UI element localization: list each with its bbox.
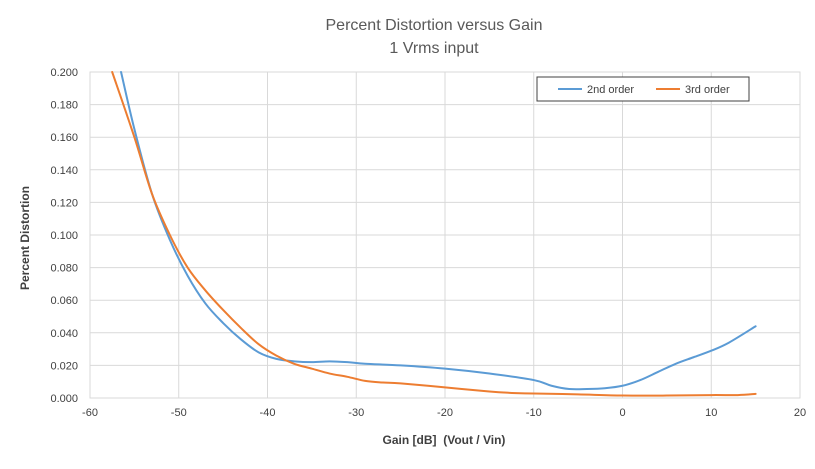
x-axis-title: Gain [dB] (Vout / Vin): [383, 433, 506, 447]
legend-label-2nd-order: 2nd order: [587, 84, 634, 96]
y-tick-label: 0.180: [50, 100, 78, 112]
x-tick-label: 0: [619, 407, 625, 419]
y-tick-label: 0.120: [50, 197, 78, 209]
series-lines: [111, 71, 757, 397]
y-tick-label: 0.140: [50, 165, 78, 177]
y-tick-label: 0.000: [50, 393, 78, 405]
x-tick-label: -30: [348, 407, 364, 419]
x-tick-label: -10: [526, 407, 542, 419]
x-tick-label: -40: [260, 407, 276, 419]
chart-subtitle: 1 Vrms input: [389, 40, 479, 57]
x-tick-label: -20: [437, 407, 453, 419]
y-tick-label: 0.100: [50, 230, 78, 242]
tick-labels: 0.000 0.020 0.040 0.060 0.080 0.100 0.120 0.140…: [50, 67, 806, 419]
y-tick-label: 0.060: [50, 295, 78, 307]
y-tick-label: 0.020: [50, 360, 78, 372]
plot-area-border: [89, 71, 801, 399]
chart-title: Percent Distortion versus Gain: [326, 17, 543, 34]
x-tick-label: 10: [705, 407, 717, 419]
x-tick-label: -60: [82, 407, 98, 419]
legend-label-3rd-order: 3rd order: [685, 84, 730, 96]
legend: 2nd order 3rd order: [536, 76, 750, 102]
series-line-2nd-order: [120, 71, 757, 391]
y-axis-title: Percent Distortion: [18, 186, 32, 290]
x-tick-label: -50: [171, 407, 187, 419]
y-tick-label: 0.160: [50, 132, 78, 144]
y-tick-label: 0.080: [50, 263, 78, 275]
x-tick-label: 20: [794, 407, 806, 419]
y-tick-label: 0.200: [50, 67, 78, 79]
y-tick-label: 0.040: [50, 328, 78, 340]
series-line-3rd-order: [111, 71, 757, 397]
